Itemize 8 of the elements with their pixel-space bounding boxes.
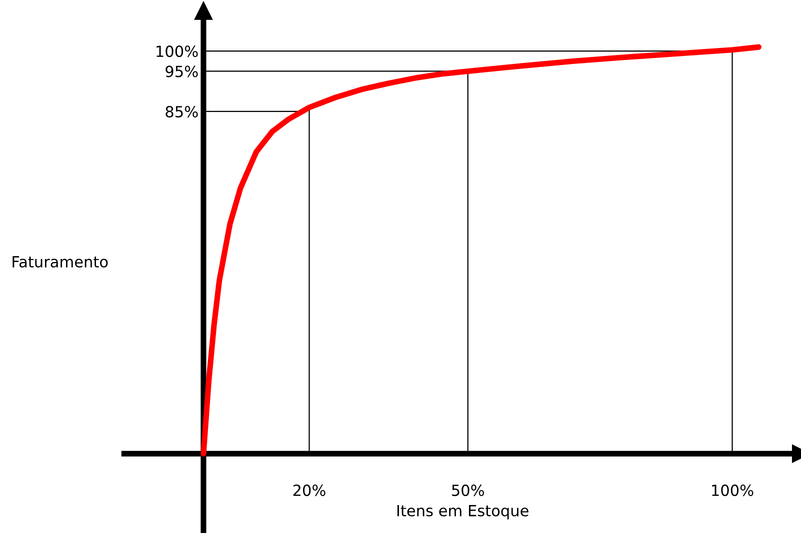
y-axis-title: Faturamento bbox=[12, 256, 108, 268]
x-tick-label: 100% bbox=[712, 484, 754, 496]
y-tick-label: 100% bbox=[156, 46, 198, 58]
y-tick-label: 85% bbox=[166, 106, 198, 118]
x-tick-label: 50% bbox=[452, 484, 484, 496]
x-tick-label: 20% bbox=[293, 484, 326, 496]
y-tick-label: 95% bbox=[166, 66, 198, 78]
x-axis-title: Itens em Estoque bbox=[397, 505, 528, 520]
